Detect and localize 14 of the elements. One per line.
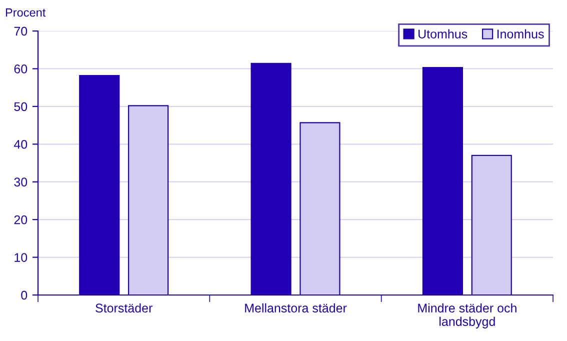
y-axis-title: Procent — [6, 8, 46, 17]
y-tick-label: 70 — [14, 26, 28, 36]
y-tick-label: 60 — [14, 64, 28, 74]
y-tick-label: 20 — [14, 215, 28, 224]
legend-label: Utomhus — [418, 29, 468, 38]
x-tick-label: Storstäder — [96, 303, 152, 313]
y-tick-label: 40 — [14, 140, 28, 149]
legend-label: Inomhus — [497, 29, 544, 38]
y-tick-label: 30 — [14, 178, 28, 187]
y-tick-label: 50 — [14, 102, 28, 112]
y-tick-label: 0 — [21, 290, 28, 300]
y-tick-label: 10 — [14, 253, 28, 262]
x-tick-label: Mellanstora städer — [245, 303, 347, 313]
x-tick-label: Mindre städer och landsbygd — [418, 303, 516, 328]
